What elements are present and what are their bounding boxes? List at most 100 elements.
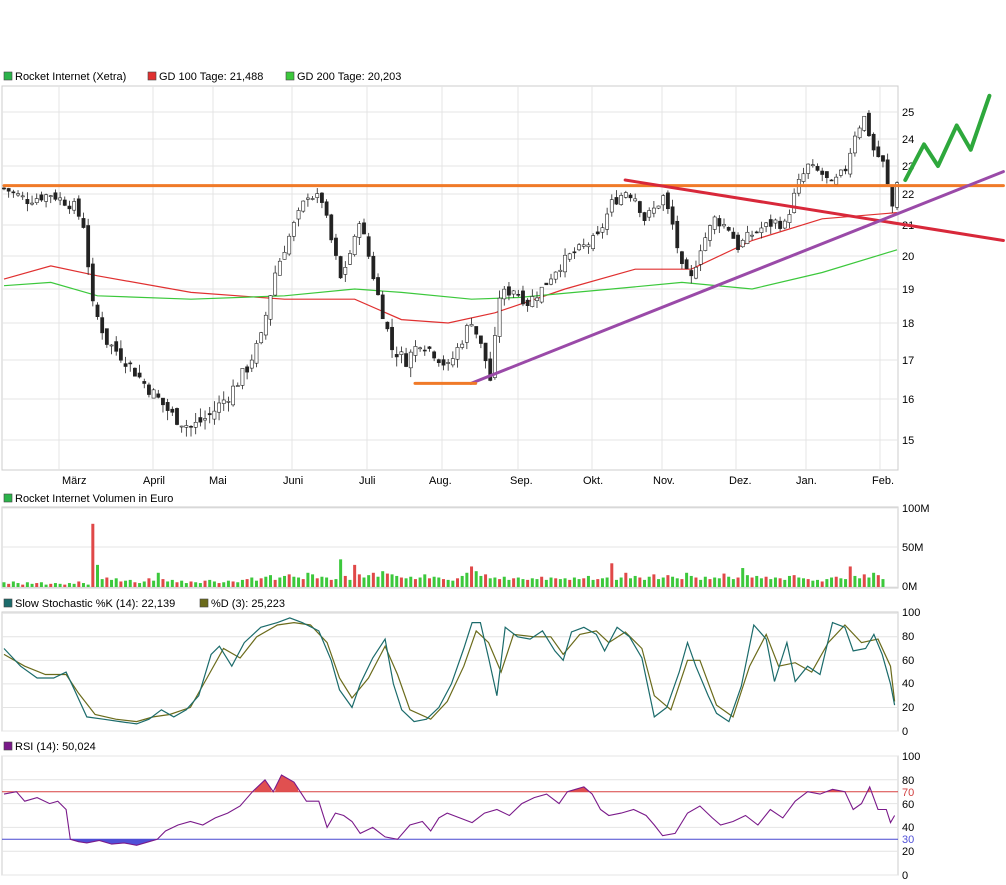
candle-body <box>684 259 689 269</box>
candlestick <box>768 214 773 234</box>
volume-bar <box>834 576 838 587</box>
legend-price: Rocket Internet (Xetra) <box>15 71 126 83</box>
candlestick <box>86 218 91 275</box>
candle-body <box>539 286 544 303</box>
candle-body <box>170 408 175 413</box>
candle-body <box>137 372 142 378</box>
candlestick <box>161 397 165 413</box>
candle-body <box>104 328 109 345</box>
candlestick <box>371 251 376 281</box>
candlestick <box>881 155 885 168</box>
candle-body <box>81 218 86 228</box>
volume-bar <box>250 577 254 587</box>
candle-body <box>193 422 198 428</box>
volume-bar <box>222 582 226 587</box>
volume-bar <box>254 580 258 587</box>
candle-body <box>385 321 390 330</box>
volume-bar <box>549 577 553 587</box>
candle-body <box>623 192 628 198</box>
candle-body <box>792 192 797 213</box>
candlestick <box>493 326 497 380</box>
candle-body <box>469 324 474 327</box>
candlestick <box>600 223 605 239</box>
candlestick <box>478 335 483 349</box>
candlestick <box>282 245 287 260</box>
candle-body <box>572 251 577 254</box>
candlestick <box>502 285 507 306</box>
candle-body <box>249 359 254 369</box>
volume-bar <box>657 579 661 587</box>
candle-body <box>436 359 441 363</box>
candlestick <box>151 388 156 399</box>
candle-body <box>6 188 11 192</box>
candle-body <box>609 199 614 213</box>
candle-body <box>890 185 895 207</box>
volume-y-axis: 100M 50M 0M <box>902 503 930 593</box>
candle-body <box>123 363 128 367</box>
price-tick: 24 <box>902 134 914 146</box>
candlestick <box>76 195 81 220</box>
month-tick: Jan. <box>796 475 817 487</box>
candle-body <box>689 270 694 277</box>
volume-bar <box>353 564 357 587</box>
candle-body <box>726 227 731 231</box>
volume-bar <box>605 577 609 587</box>
volume-bar <box>544 579 548 587</box>
volume-bar <box>147 578 151 587</box>
candlestick <box>577 242 581 252</box>
volume-bar <box>166 581 170 587</box>
volume-bar <box>876 575 880 587</box>
volume-bar <box>498 579 502 587</box>
candle-body <box>175 408 179 425</box>
volume-bar <box>493 577 497 587</box>
volume-bar <box>320 576 324 587</box>
candlestick <box>675 215 680 254</box>
legend-swatch-gd100 <box>147 71 157 81</box>
volume-bar <box>685 572 689 587</box>
volume-bar <box>217 583 221 587</box>
legend-swatch-price <box>3 71 13 81</box>
rsi-tick: 40 <box>902 822 914 834</box>
candlestick <box>380 290 385 320</box>
candlestick <box>203 410 207 430</box>
candle-body <box>722 224 726 227</box>
candle-body <box>362 222 366 235</box>
volume-bar <box>717 578 721 587</box>
candle-body <box>768 219 773 227</box>
candle-body <box>782 220 787 229</box>
candlestick <box>553 271 558 284</box>
candle-body <box>745 231 750 244</box>
volume-bar <box>287 574 291 587</box>
candlestick <box>824 171 829 184</box>
rsi-tick: 70 <box>902 787 914 799</box>
volume-bar <box>198 583 202 587</box>
candlestick <box>123 356 128 374</box>
volume-bar <box>661 577 665 587</box>
candlestick <box>717 215 722 234</box>
stoch-lines <box>3 617 896 725</box>
candle-body <box>203 418 207 421</box>
candlestick <box>633 193 638 203</box>
candle-body <box>133 367 137 377</box>
month-tick: Juli <box>359 475 376 487</box>
legend-stoch-k: Slow Stochastic %K (14): 22,139 <box>15 598 175 610</box>
candle-body <box>16 193 20 196</box>
candle-body <box>488 358 493 381</box>
volume-bar <box>114 578 118 587</box>
candlestick <box>263 311 268 340</box>
volume-bar <box>343 575 347 587</box>
candlestick <box>801 167 806 184</box>
candlestick <box>179 425 184 433</box>
candlestick <box>53 189 58 202</box>
rsi-overbought-fill <box>254 779 272 792</box>
rsi-tick: 80 <box>902 775 914 787</box>
candlestick <box>104 328 109 348</box>
volume-bar <box>161 579 165 587</box>
candle-body <box>44 194 48 202</box>
candlestick <box>619 192 624 206</box>
candlestick <box>221 391 226 411</box>
candlestick <box>792 188 797 214</box>
candle-body <box>703 237 708 251</box>
candle-body <box>380 294 385 320</box>
candlestick <box>385 321 390 332</box>
